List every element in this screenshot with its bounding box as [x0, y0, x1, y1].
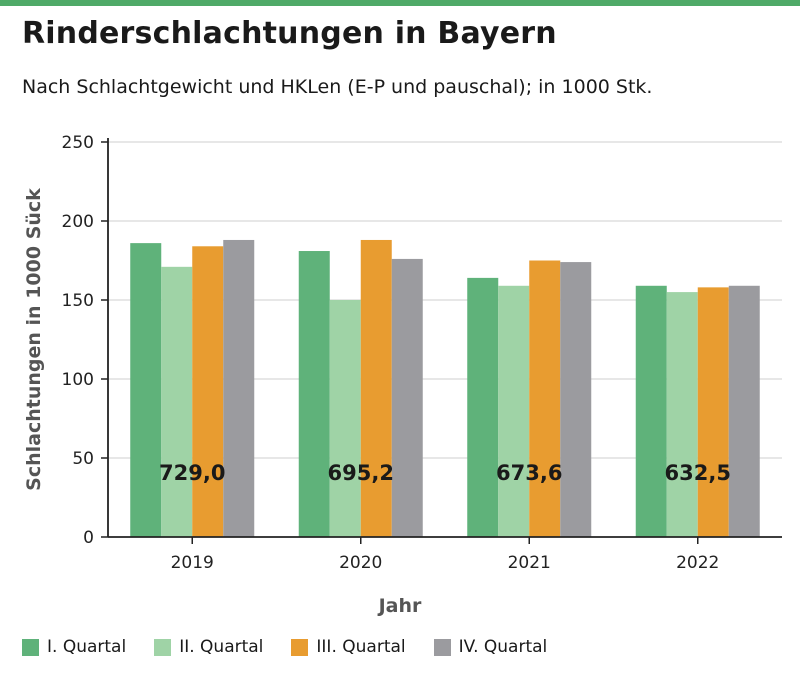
bar: [635, 285, 667, 537]
y-tick-label: 50: [72, 449, 94, 469]
legend-label: II. Quartal: [179, 637, 264, 657]
y-tick-label: 100: [62, 370, 94, 390]
x-tick-label: 2022: [676, 553, 719, 573]
data-label-total: 729,0: [159, 461, 225, 485]
bar: [467, 277, 499, 537]
y-tick-label: 150: [62, 291, 94, 311]
y-tick-label: 200: [62, 212, 94, 232]
chart-legend: I. Quartal II. Quartal III. Quartal IV. Qua…: [22, 637, 575, 657]
legend-swatch: [291, 638, 309, 656]
bar: [329, 300, 361, 537]
bar: [391, 258, 423, 537]
chart-subtitle: Nach Schlachtgewicht und HKLen (E-P und …: [22, 76, 653, 98]
x-tick-label: 2021: [508, 553, 551, 573]
legend-label: I. Quartal: [47, 637, 127, 657]
legend-label: IV. Quartal: [458, 637, 548, 657]
x-tick-label: 2019: [171, 553, 214, 573]
x-tick-label: 2020: [339, 553, 382, 573]
y-axis-title: Schlachtungen in 1000 Sück: [23, 188, 45, 491]
legend-swatch: [22, 638, 39, 656]
data-label-total: 673,6: [496, 461, 562, 485]
bar: [498, 285, 530, 537]
y-tick-label: 0: [83, 528, 94, 548]
legend-item: I. Quartal: [22, 637, 126, 657]
legend-swatch: [433, 638, 451, 656]
bar: [130, 243, 162, 537]
legend-swatch: [154, 638, 172, 656]
chart-title: Rinderschlachtungen in Bayern: [22, 16, 557, 51]
bar: [560, 262, 592, 537]
bar: [223, 239, 255, 537]
bar: [728, 285, 760, 537]
bar: [360, 239, 392, 537]
data-label-total: 695,2: [328, 461, 394, 485]
bar: [161, 266, 193, 537]
y-tick-label: 250: [62, 133, 94, 153]
legend-item: II. Quartal: [154, 637, 263, 657]
top-accent-bar: [0, 0, 800, 6]
bar: [529, 260, 561, 537]
legend-label: III. Quartal: [316, 637, 406, 657]
data-label-total: 632,5: [665, 461, 731, 485]
bar: [666, 292, 698, 537]
legend-item: IV. Quartal: [433, 637, 548, 657]
x-axis-title: Jahr: [377, 595, 422, 617]
bar: [192, 246, 224, 537]
legend-item: III. Quartal: [291, 637, 406, 657]
bar: [298, 251, 330, 537]
bar: [697, 287, 729, 537]
